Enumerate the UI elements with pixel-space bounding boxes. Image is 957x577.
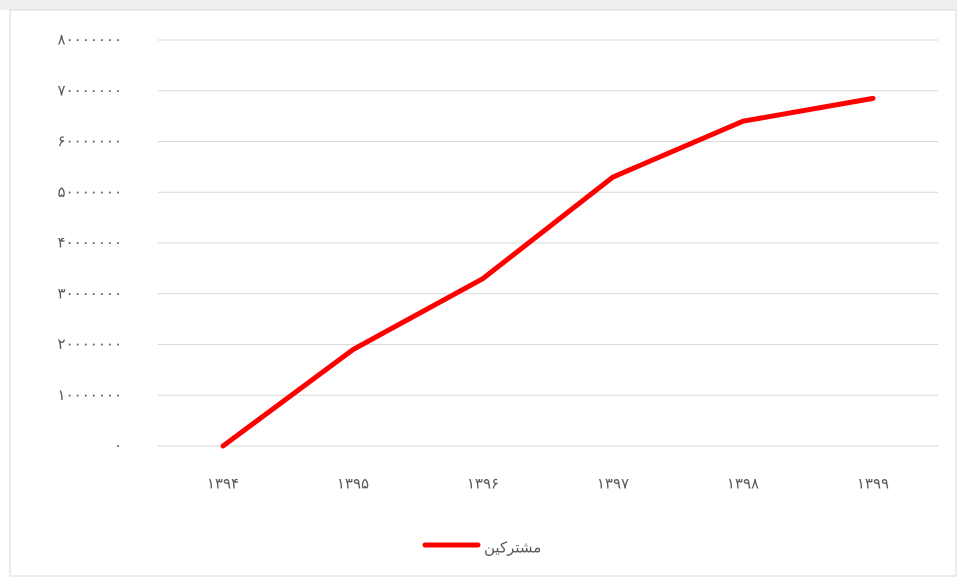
y-tick-label: ۷۰۰۰۰۰۰۰ [58, 81, 122, 99]
y-tick-label: ۳۰۰۰۰۰۰۰ [58, 284, 122, 302]
x-tick-label: ۱۳۹۸ [727, 475, 759, 493]
x-tick-label: ۱۳۹۶ [467, 475, 499, 493]
y-tick-label: ۸۰۰۰۰۰۰۰ [58, 31, 122, 49]
y-tick-label: ۶۰۰۰۰۰۰۰ [58, 132, 122, 150]
line [220, 95, 876, 449]
x-tick-label: ۱۳۹۵ [337, 475, 369, 493]
y-tick-label: ۱۰۰۰۰۰۰۰ [58, 386, 122, 404]
legend-label: مشترکین [484, 539, 541, 557]
x-tick-label: ۱۳۹۹ [857, 475, 889, 493]
y-tick-label: ۵۰۰۰۰۰۰۰ [58, 183, 122, 201]
x-tick-label: ۱۳۹۴ [207, 475, 239, 493]
chart-frame [9, 9, 957, 577]
x-tick-label: ۱۳۹۷ [597, 475, 629, 493]
y-tick-label: ۰ [114, 437, 122, 455]
top-strip [0, 0, 957, 10]
y-tick-label: ۴۰۰۰۰۰۰۰ [58, 234, 122, 252]
y-tick-label: ۲۰۰۰۰۰۰۰ [58, 335, 122, 353]
